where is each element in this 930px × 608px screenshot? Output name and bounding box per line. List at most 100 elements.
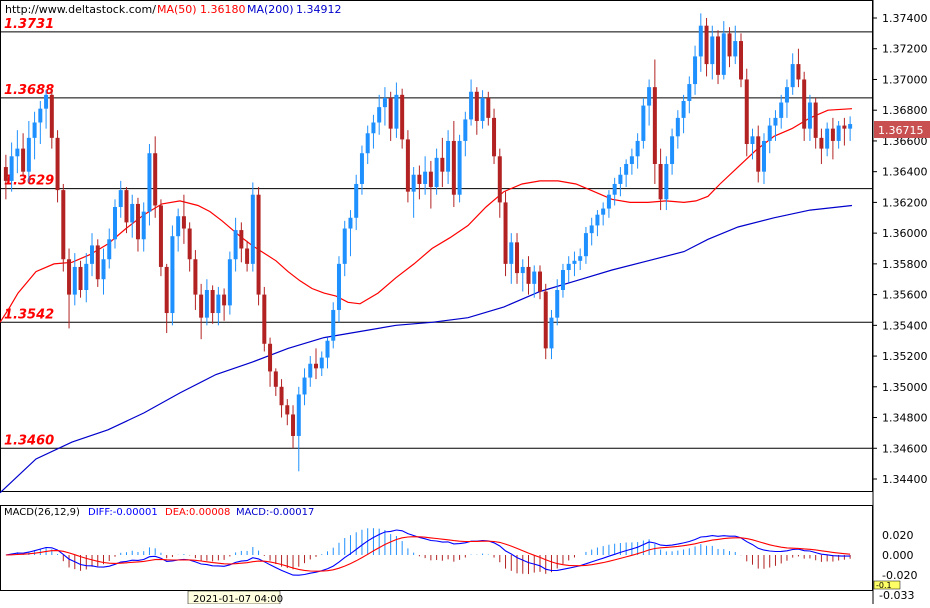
candle-body [739, 41, 744, 80]
candle-body [210, 289, 215, 314]
candle-body [474, 91, 479, 121]
candle-body [38, 108, 43, 123]
ma200-polyline [0, 204, 853, 494]
macd-legend: MACD(26,12,9) DIFF:-0.00001 DEA:0.00008 … [4, 507, 314, 518]
candle-body [681, 100, 686, 118]
candle-body [3, 167, 8, 181]
candle-body [400, 94, 405, 140]
macd-tick-2: -0.020 [882, 569, 917, 582]
level-label: 1.3542 [4, 307, 54, 322]
candle-body [164, 266, 169, 314]
candle-body [72, 266, 77, 295]
candle-body [704, 25, 709, 65]
current-price-label: 1.36715 [878, 124, 924, 137]
candle-body [606, 194, 611, 209]
macd-tick-1: 0.000 [882, 549, 914, 562]
price-tick-label: 1.35800 [882, 258, 928, 271]
site-url[interactable]: http://www.deltastock.com/ [5, 3, 156, 16]
candle-body [463, 119, 468, 141]
level-label: 1.3688 [4, 83, 54, 98]
candle-body [342, 228, 347, 264]
candle-body [578, 256, 583, 261]
candle-body [371, 122, 376, 134]
candle-body [308, 363, 313, 378]
macd-diff-label: DIFF:-0.00001 [88, 507, 158, 518]
candle-body [147, 153, 152, 212]
candle-body [336, 263, 341, 310]
candle-body [319, 357, 324, 369]
candle-body [170, 236, 175, 314]
candle-body [848, 124, 853, 129]
candle-body [256, 194, 261, 295]
candle-body [90, 245, 95, 264]
price-tick-label: 1.34600 [882, 442, 928, 455]
candle-body [331, 309, 336, 341]
candle-body [761, 140, 766, 172]
price-tick-label: 1.34800 [882, 412, 928, 425]
macd-tag-bottom: -0.033 [879, 589, 914, 602]
candle-body [130, 203, 135, 223]
time-label: 2021-01-07 04:00 [193, 594, 283, 604]
candle-body [135, 203, 140, 240]
candle-body [532, 271, 537, 284]
candle-body [428, 171, 433, 188]
price-tick-label: 1.37000 [882, 73, 928, 86]
ma50-line [0, 108, 853, 323]
candle-body [520, 266, 525, 274]
candle-body [601, 208, 606, 215]
candle-body [842, 125, 847, 129]
candle-body [457, 140, 462, 195]
candle-body [744, 79, 749, 145]
candle-body [446, 140, 451, 172]
price-tick-label: 1.35400 [882, 319, 928, 332]
candle-body [503, 202, 508, 264]
candle-body [187, 228, 192, 260]
candle-body [784, 87, 789, 103]
candle-body [26, 137, 31, 172]
candle-body [595, 214, 600, 226]
candle-body [652, 87, 657, 164]
candle-body [55, 137, 60, 191]
candle-body [118, 190, 123, 208]
candle-body [612, 183, 617, 195]
candle-body [216, 294, 221, 314]
price-axis: 1.37400 1.37200 1.37000 1.36800 1.36600 1.364… [873, 12, 928, 486]
candle-body [239, 230, 244, 249]
candle-body [618, 174, 623, 184]
candle-body [365, 133, 370, 154]
candle-body [492, 117, 497, 157]
candle-body [67, 259, 72, 295]
candle-body [796, 64, 801, 80]
candle-body [813, 102, 818, 138]
candle-body [193, 259, 198, 295]
ma50-legend-label: MA(50) [157, 3, 197, 16]
macd-tick-0: 0.020 [882, 529, 914, 542]
candle-body [773, 117, 778, 126]
candle-body [124, 190, 129, 223]
candle-body [509, 242, 514, 264]
candle-body [440, 157, 445, 172]
candle-body [15, 148, 20, 157]
macd-dea-label: DEA:0.00008 [165, 507, 230, 518]
level-label: 1.3731 [4, 17, 54, 32]
price-tick-label: 1.35600 [882, 289, 928, 302]
candle-body [176, 216, 181, 237]
price-tick-label: 1.37400 [882, 12, 928, 25]
ma200-line [0, 204, 853, 494]
macd-tag-top [873, 580, 901, 590]
candle-body [756, 136, 761, 172]
chart-header: http://www.deltastock.com/ MA(50) 1.3618… [5, 3, 342, 16]
candle-body [698, 25, 703, 57]
candle-body [750, 136, 755, 145]
candle-body [273, 371, 278, 387]
candle-body [302, 377, 307, 395]
candle-body [199, 294, 204, 318]
candle-body [727, 33, 732, 57]
candle-body [388, 97, 393, 129]
candle-body [566, 263, 571, 271]
price-tick-label: 1.36000 [882, 227, 928, 240]
candle-body [296, 394, 301, 436]
candle-body [233, 230, 238, 260]
time-cursor-label: 2021-01-07 04:00 [187, 590, 283, 605]
